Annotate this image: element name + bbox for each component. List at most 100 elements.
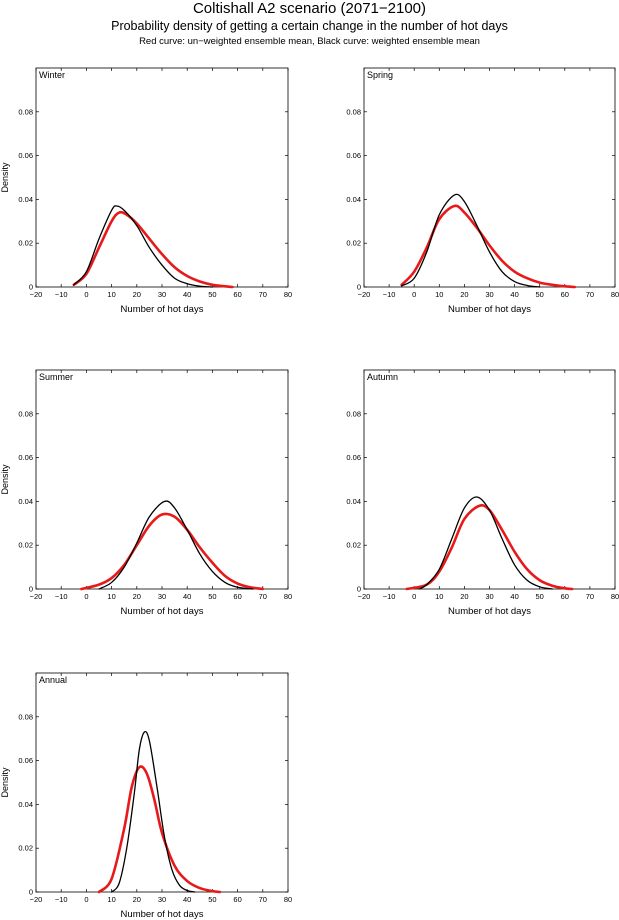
y-tick-label: 0 [29,283,33,292]
x-tick-label: 60 [233,290,241,299]
x-tick-label: 0 [84,592,88,601]
y-tick-label: 0.02 [346,541,361,550]
panel-label: Summer [39,372,73,382]
x-tick-label: 10 [435,592,443,601]
panel-label: Annual [39,675,67,685]
y-tick-label: 0.08 [18,712,33,721]
y-tick-label: 0.08 [346,409,361,418]
x-tick-label: −20 [30,895,43,904]
x-tick-label: 30 [158,592,166,601]
x-tick-label: 0 [84,895,88,904]
x-tick-label: 20 [460,290,468,299]
x-tick-label: 30 [485,290,493,299]
unweighted-mean-curve [400,204,577,289]
x-tick-label: 0 [412,290,416,299]
chart-subtitle: Probability density of getting a certain… [111,19,508,33]
x-tick-label: 0 [412,592,416,601]
x-tick-label: 70 [586,290,594,299]
x-tick-label: 20 [133,895,141,904]
x-tick-label: −20 [30,592,43,601]
x-tick-label: −10 [55,290,68,299]
y-tick-label: 0.06 [346,151,361,160]
y-tick-label: 0.04 [18,195,33,204]
unweighted-mean-curve [405,503,574,591]
panel-summer: −20 −10 0 10 20 30 40 50 60 70 80 0 0.02 0.04 0.06 0.08… [0,369,292,617]
y-tick-label: 0.04 [18,497,33,506]
x-tick-label: 50 [536,290,544,299]
panel-annual: −20 −10 0 10 20 30 40 50 60 70 80 0 0.02 0.04 0.06 0.08… [0,672,292,920]
x-tick-label: 40 [183,895,191,904]
legend-note: Red curve: un−weighted ensemble mean, Bl… [139,36,480,47]
x-tick-label: 0 [84,290,88,299]
x-axis-label: Number of hot days [448,304,531,315]
x-tick-label: 10 [107,290,115,299]
y-tick-label: 0.06 [346,453,361,462]
x-tick-label: 60 [561,592,569,601]
x-axis-label: Number of hot days [121,304,204,315]
x-tick-label: 50 [536,592,544,601]
x-tick-label: 80 [611,290,619,299]
x-tick-label: 20 [133,592,141,601]
x-tick-label: 40 [510,290,518,299]
x-tick-label: 70 [259,592,267,601]
x-tick-label: −20 [30,290,43,299]
unweighted-mean-curve [80,512,265,591]
unweighted-mean-curve [97,765,222,894]
x-tick-label: 70 [586,592,594,601]
x-tick-label: −10 [383,592,396,601]
x-tick-label: 30 [158,290,166,299]
y-tick-label: 0.02 [18,541,33,550]
x-tick-label: 70 [259,290,267,299]
x-tick-label: 20 [460,592,468,601]
y-axis-label: Density [0,767,10,798]
weighted-mean-curve [401,193,541,288]
x-tick-label: 50 [208,290,216,299]
weighted-mean-curve [110,730,196,893]
x-tick-label: 50 [208,895,216,904]
x-tick-label: 50 [208,592,216,601]
x-tick-label: 40 [183,592,191,601]
x-tick-label: 30 [485,592,493,601]
y-tick-label: 0 [357,283,361,292]
y-tick-label: 0 [29,888,33,897]
plot-frame [363,369,616,590]
x-tick-label: 40 [183,290,191,299]
x-tick-label: −10 [383,290,396,299]
weighted-mean-curve [98,500,254,590]
x-tick-label: 70 [259,895,267,904]
x-axis-label: Number of hot days [448,606,531,617]
x-tick-label: −20 [358,592,371,601]
weighted-mean-curve [418,496,553,590]
y-tick-label: 0.08 [346,107,361,116]
x-axis-label: Number of hot days [121,909,204,920]
x-tick-label: 80 [611,592,619,601]
x-tick-label: 60 [233,895,241,904]
x-tick-label: 80 [284,895,292,904]
y-tick-label: 0.06 [18,756,33,765]
unweighted-mean-curve [72,210,234,289]
y-tick-label: 0.04 [346,195,361,204]
y-tick-label: 0 [29,585,33,594]
weighted-mean-curve [73,205,214,288]
x-tick-label: 10 [435,290,443,299]
y-tick-label: 0.06 [18,151,33,160]
y-tick-label: 0.02 [18,239,33,248]
panel-winter: −20 −10 0 10 20 30 40 50 60 70 80 0 0.02 0.04 0.06 0.08… [0,67,292,315]
y-axis-label: Density [0,162,10,193]
y-tick-label: 0.08 [18,409,33,418]
x-tick-label: 10 [107,592,115,601]
panel-label: Spring [367,70,393,80]
panel-spring: −20 −10 0 10 20 30 40 50 60 70 80 0 0.02 0.04 0.06 0.08… [346,67,619,315]
x-tick-label: 60 [233,592,241,601]
plot-frame [363,67,616,288]
y-tick-label: 0 [357,585,361,594]
y-axis-label: Density [0,464,10,495]
y-tick-label: 0.04 [18,800,33,809]
panel-label: Autumn [367,372,398,382]
x-tick-label: 60 [561,290,569,299]
x-tick-label: 10 [107,895,115,904]
x-tick-label: −10 [55,592,68,601]
x-tick-label: −10 [55,895,68,904]
x-tick-label: 80 [284,290,292,299]
